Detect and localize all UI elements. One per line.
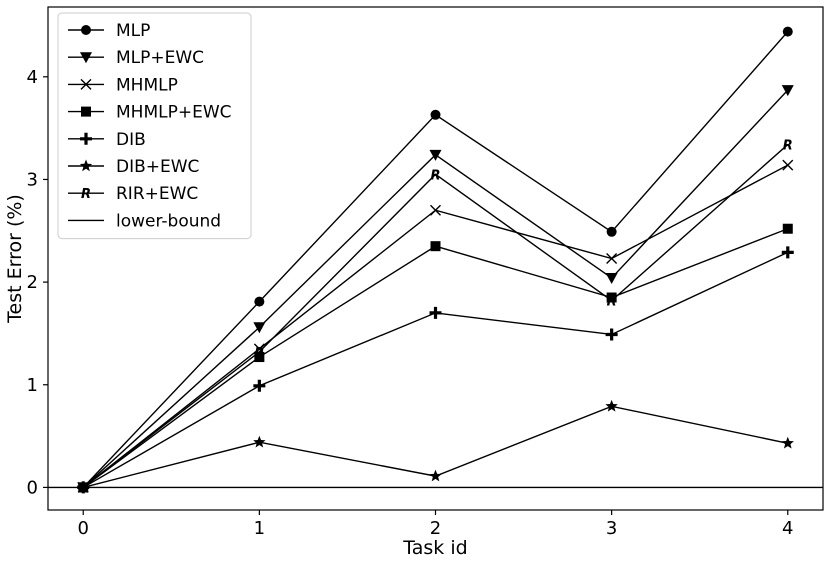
marker-rir-ewc: R <box>430 168 440 183</box>
x-tick-label: 3 <box>606 518 617 539</box>
marker-dib <box>253 379 266 392</box>
x-tick-label: 2 <box>430 518 441 539</box>
marker-mhmlp <box>782 159 794 171</box>
marker-dib <box>781 246 794 259</box>
x-tick-label: 4 <box>782 518 793 539</box>
marker-rir-ewc: R <box>78 481 88 496</box>
legend: MLP MLP+EWC MHMLP MHMLP+EWC DIB DIB+EWC R RIR+E… <box>57 12 252 240</box>
marker-dib-ewc <box>781 436 794 449</box>
x-tick-label: 0 <box>78 518 89 539</box>
series-markers: R R R R R <box>77 26 794 496</box>
y-tick-label: 4 <box>27 67 38 88</box>
marker-mhmlp <box>606 253 618 264</box>
marker-rir-ewc: R <box>607 295 617 310</box>
marker-mhmlp-ewc <box>254 352 265 363</box>
marker-mlp <box>254 296 265 307</box>
legend-label-dib: DIB <box>116 130 146 150</box>
series-line-mhmlp-ewc <box>82 228 789 488</box>
legend-marker-mhmlp <box>80 78 92 90</box>
marker-dib-ewc <box>605 399 618 412</box>
legend-marker-mlp <box>81 25 91 35</box>
legend-marker-dib <box>80 132 92 145</box>
legend-label-lower-bound: lower-bound <box>116 211 221 231</box>
x-tick-label: 1 <box>254 518 265 539</box>
legend-marker-mhmlp-ewc <box>81 106 91 117</box>
axis-ticks: 0 1 2 3 4 0 1 2 3 4 <box>27 67 794 539</box>
legend-label-dib-ewc: DIB+EWC <box>116 157 199 177</box>
marker-rir-ewc: R <box>783 139 793 154</box>
y-tick-label: 1 <box>27 375 38 396</box>
marker-mhmlp-ewc <box>782 223 793 234</box>
legend-marker-mlp-ewc <box>80 52 92 64</box>
marker-dib-ewc <box>253 435 266 448</box>
y-tick-label: 2 <box>27 272 38 293</box>
marker-dib-ewc <box>429 469 442 482</box>
marker-dib-ewc <box>77 480 90 493</box>
marker-mlp-ewc <box>781 85 794 97</box>
marker-dib <box>429 306 442 319</box>
legend-label-mhmlp-ewc: MHMLP+EWC <box>116 103 232 123</box>
series-line-dib <box>82 251 789 489</box>
legend-marker-rir-ewc: R <box>81 187 91 202</box>
marker-mlp-ewc <box>605 273 618 285</box>
marker-mhmlp-ewc <box>606 292 617 303</box>
marker-mhmlp-ewc <box>430 241 441 252</box>
marker-mlp <box>606 226 617 237</box>
y-tick-label: 3 <box>27 169 38 190</box>
legend-label-rir-ewc: RIR+EWC <box>116 184 198 204</box>
legend-label-mhmlp: MHMLP <box>116 75 178 95</box>
marker-mlp <box>430 109 441 120</box>
legend-label-mlp: MLP <box>116 21 150 41</box>
y-axis-title: Test Error (%) <box>4 194 26 324</box>
marker-dib <box>605 328 618 341</box>
marker-mlp-ewc <box>253 322 266 334</box>
legend-label-mlp-ewc: MLP+EWC <box>116 48 204 68</box>
legend-marker-dib-ewc <box>79 159 93 172</box>
legend-box <box>57 12 252 240</box>
y-tick-label: 0 <box>27 477 38 498</box>
marker-mlp-ewc <box>429 149 442 161</box>
marker-rir-ewc: R <box>254 346 264 361</box>
series-line-rir-ewc <box>82 144 789 488</box>
marker-mlp <box>782 26 793 37</box>
marker-mhmlp <box>430 204 441 216</box>
x-axis-title: Task id <box>402 537 467 559</box>
